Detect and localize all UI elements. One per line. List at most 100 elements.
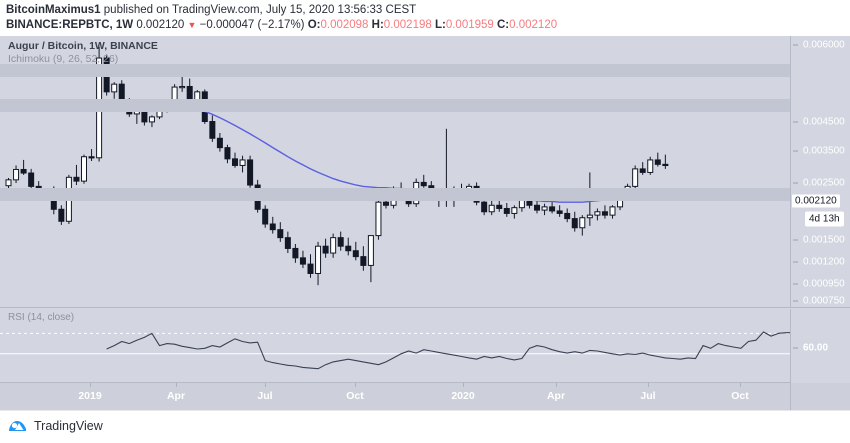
candle <box>88 149 95 162</box>
price-axis[interactable]: 0.006000 0.004500 0.003500 0.002500 0.001500… <box>790 36 850 307</box>
high-key: H: <box>371 19 384 31</box>
last-price: 0.002120 <box>136 19 185 31</box>
down-triangle-icon: ▼ <box>187 20 197 30</box>
time-axis[interactable]: 2019 Apr Jul Oct 2020 Apr Jul Oct <box>0 383 850 410</box>
price-tick-label: 0.006000 <box>803 39 845 51</box>
time-tick-label: Oct <box>731 390 749 402</box>
candle <box>609 205 616 219</box>
time-tick-label: Apr <box>546 390 566 402</box>
pane-divider <box>0 307 850 308</box>
current-price-label: 0.002120 <box>792 194 840 208</box>
price-tick-label: 0.001500 <box>803 234 845 246</box>
price-tick-label: 0.001200 <box>803 256 845 268</box>
tradingview-wordmark: TradingView <box>34 419 103 433</box>
candle <box>549 200 556 214</box>
candle <box>647 156 654 175</box>
price-tick-label: 0.003500 <box>803 145 845 157</box>
candle <box>571 211 578 232</box>
low-key: L: <box>434 19 446 31</box>
candle <box>269 216 276 234</box>
candle <box>639 162 646 175</box>
candle <box>601 205 608 219</box>
publish-info: published on TradingView.com, July 15, 2… <box>103 4 417 16</box>
rsi-line <box>106 331 790 370</box>
candle <box>556 205 563 217</box>
tradingview-mark-icon <box>9 421 26 431</box>
time-tick-mark <box>176 383 177 387</box>
candle <box>594 208 601 221</box>
candle <box>262 205 269 228</box>
candle <box>632 165 639 191</box>
zone-upper-resistance <box>0 63 790 77</box>
price-tick-mark <box>793 182 798 184</box>
price-tick-mark <box>793 121 798 123</box>
candle <box>81 154 87 184</box>
author-name: BitcoinMaximus1 <box>6 4 101 16</box>
time-tick-mark <box>90 383 91 387</box>
price-tick-label: 0.000750 <box>803 295 845 307</box>
candle <box>209 115 216 142</box>
candle <box>337 231 344 251</box>
candle <box>179 75 186 92</box>
candle <box>247 155 254 188</box>
open-key: O: <box>307 19 321 31</box>
price-tick-mark <box>793 283 798 285</box>
candle <box>20 159 27 175</box>
time-tick-mark <box>556 383 557 387</box>
price-tick-label: 0.000950 <box>803 278 845 290</box>
price-tick-mark <box>793 261 798 263</box>
candle <box>284 231 291 254</box>
price-tick-mark <box>793 44 798 46</box>
close-value: 0.002120 <box>509 19 558 31</box>
candle <box>322 238 329 258</box>
candle <box>292 244 299 263</box>
price-pane[interactable]: Augur / Bitcoin, 1W, BINANCE Ichimoku (9… <box>0 36 790 307</box>
rsi-axis[interactable]: 60.00 <box>790 309 850 383</box>
candle <box>307 254 314 278</box>
time-tick-label: 2019 <box>78 390 102 402</box>
tradingview-logo[interactable]: TradingView <box>8 419 103 433</box>
time-tick-label: Jul <box>640 390 656 402</box>
candle <box>315 241 322 286</box>
chart-area[interactable]: Augur / Bitcoin, 1W, BINANCE Ichimoku (9… <box>0 36 850 410</box>
time-tick-label: Jul <box>257 390 273 402</box>
candle <box>224 144 231 164</box>
close-key: C: <box>497 19 510 31</box>
high-value: 0.002198 <box>383 19 432 31</box>
candle <box>375 199 382 240</box>
candle <box>662 154 669 169</box>
candle <box>579 215 586 236</box>
time-tick-mark <box>355 383 356 387</box>
candle <box>503 202 510 217</box>
candle <box>148 115 155 128</box>
rsi-tick-label: 60.00 <box>803 342 829 354</box>
candle <box>299 250 306 269</box>
time-tick-mark <box>265 383 266 387</box>
candle <box>654 152 661 167</box>
rsi-pane[interactable]: RSI (14, close) <box>0 309 790 383</box>
publish-line: BitcoinMaximus1 published on TradingView… <box>6 3 850 18</box>
time-tick-label: Apr <box>166 390 186 402</box>
footer-bar: TradingView <box>0 410 850 443</box>
candle <box>511 205 518 219</box>
rsi-legend: RSI (14, close) <box>8 312 75 323</box>
time-tick-mark <box>740 383 741 387</box>
open-value: 0.002098 <box>320 19 369 31</box>
time-tick-label: Oct <box>346 390 364 402</box>
price-change: −0.000047 (−2.17%) <box>199 19 305 31</box>
quote-line: BINANCE:REPBTC, 1W 0.002120 ▼ −0.000047 … <box>6 18 850 33</box>
time-tick-mark <box>463 383 464 387</box>
candle <box>420 174 427 188</box>
low-value: 0.001959 <box>445 19 494 31</box>
price-tick-mark <box>793 300 798 302</box>
zone-mid-resistance <box>0 99 790 113</box>
time-axis-divider <box>790 383 791 410</box>
symbol-label: BINANCE:REPBTC, 1W <box>6 19 134 31</box>
rsi-plot <box>0 331 790 370</box>
price-tick-label: 0.002500 <box>803 177 845 189</box>
candle <box>367 235 374 283</box>
candlestick-plot <box>5 46 669 286</box>
price-tick-mark <box>793 150 798 152</box>
rsi-tick-mark <box>793 347 798 349</box>
candle <box>13 165 20 184</box>
